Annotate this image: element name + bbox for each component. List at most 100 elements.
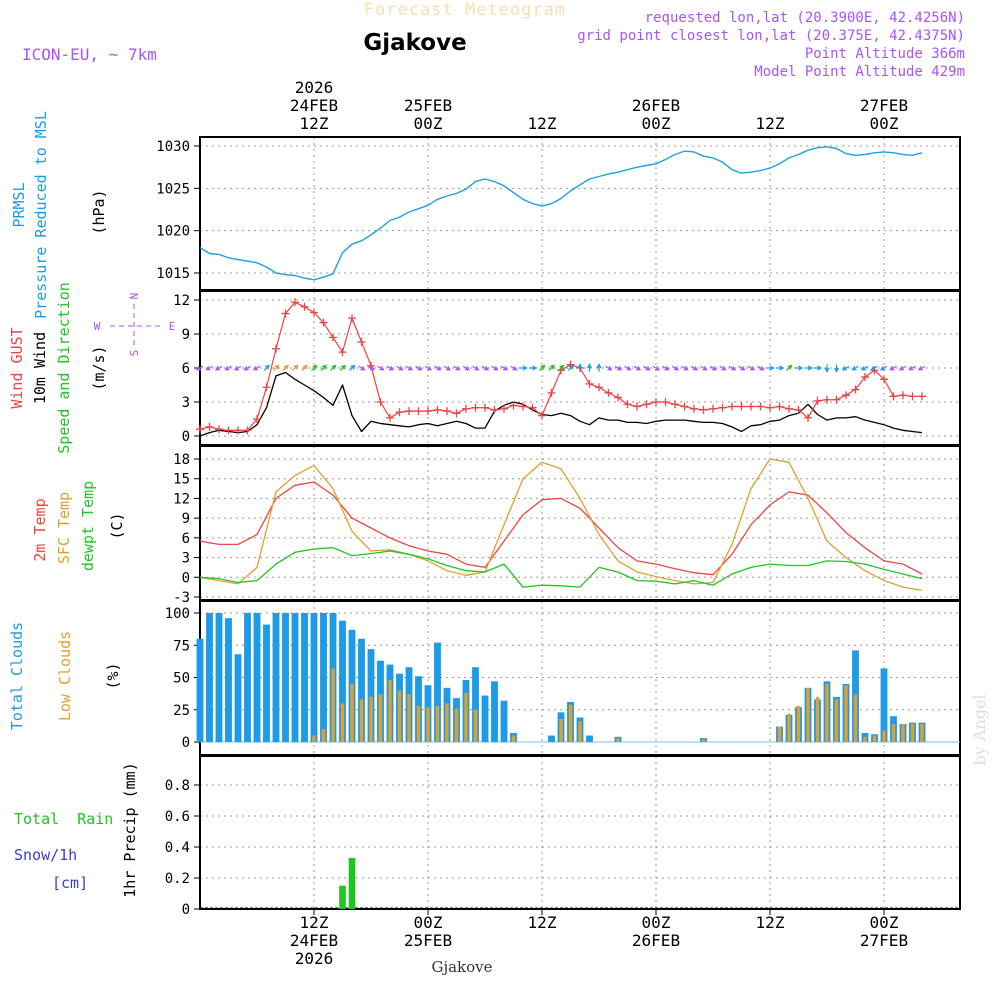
total-clouds-bar: [215, 613, 223, 742]
total-clouds-bar: [272, 613, 280, 742]
snow-legend-label: Snow/1h: [14, 846, 77, 864]
low-clouds-bar: [388, 680, 392, 742]
temp-sfc-label: SFC Temp: [55, 492, 73, 564]
low-clouds-bar: [872, 735, 877, 742]
wind-direction-arrow: [539, 364, 546, 371]
wind-gust-marker: [481, 403, 489, 412]
wind-direction-arrow: [824, 364, 830, 373]
clouds-ytick-label: 75: [173, 638, 190, 654]
wind-direction-arrow: [396, 365, 404, 371]
model-label: ICON-EU, ~ 7km: [22, 45, 157, 64]
precip-ytick-label: 0.4: [165, 840, 190, 856]
low-clouds-bar: [369, 696, 373, 742]
wind-gust-marker: [832, 395, 841, 404]
precip-ytick-label: 0.6: [165, 809, 190, 825]
wind-direction-arrow: [424, 365, 433, 371]
low-clouds-bar: [473, 709, 478, 742]
temperature-ytick-label: 9: [182, 511, 190, 527]
low-clouds-bar: [844, 685, 848, 742]
low-clouds-bar: [777, 726, 782, 742]
faded-title: Forecast Meteogram: [364, 0, 566, 20]
bottom-time-label: 00Z: [642, 913, 671, 932]
wind-direction-arrow: [233, 365, 242, 371]
wind-direction-arrow: [195, 365, 204, 371]
precip-ytick-label: 0: [182, 902, 190, 918]
wind-direction-arrow: [243, 365, 251, 371]
wind-direction-arrow: [462, 365, 471, 371]
wind-direction-arrow: [224, 365, 232, 371]
low-clouds-bar: [834, 699, 839, 742]
wind-gust-marker: [519, 402, 527, 411]
wind-gust-marker: [661, 398, 670, 406]
wind-direction-arrow: [301, 364, 308, 371]
low-clouds-bar: [578, 721, 582, 742]
wind-gust-marker: [319, 318, 328, 327]
wind-gust-marker: [785, 404, 793, 413]
wind-gust-marker: [813, 396, 822, 405]
wind-unit: (m/s): [90, 345, 108, 390]
low-clouds-bar: [407, 694, 411, 742]
wind-ytick-label: 9: [182, 327, 190, 343]
wind-direction-arrow: [605, 365, 613, 371]
wind-gust-marker: [281, 309, 290, 318]
wind-gust-marker: [243, 426, 252, 435]
wind-gust-marker: [633, 402, 641, 411]
wind-direction-arrow: [596, 363, 602, 372]
wind-direction-arrow: [662, 365, 670, 371]
top-time-label: 2026: [295, 78, 334, 97]
wind-gust-marker: [205, 422, 214, 431]
low-clouds-bar: [435, 705, 440, 742]
low-clouds-bar: [464, 692, 468, 742]
wind-direction-arrow: [633, 365, 642, 371]
pressure-frame: [199, 136, 961, 291]
wind-direction-arrow: [405, 365, 414, 371]
wind-gust-marker: [310, 308, 318, 317]
wind-direction-arrow: [367, 365, 376, 371]
wind-direction-arrow: [834, 364, 839, 373]
wind-gust-marker: [414, 407, 423, 416]
total-clouds-bar: [206, 613, 213, 742]
wind-gust-marker: [690, 404, 698, 413]
wind-gust-marker: [348, 314, 356, 323]
wind-gust-marker: [329, 333, 337, 342]
wind-gust-marker: [623, 400, 632, 409]
total-clouds-bar: [263, 624, 270, 742]
low-clouds-bar: [359, 699, 364, 742]
wind-gust-marker: [614, 393, 622, 402]
wind-gust-marker: [794, 405, 803, 414]
wind-direction-arrow: [879, 365, 888, 371]
pressure-label-2: Pressure Reduced to MSL: [32, 111, 50, 319]
low-clouds-bar: [825, 683, 829, 742]
wind-ytick-label: 12: [173, 293, 190, 309]
wind-gust-marker: [395, 408, 404, 417]
top-time-label: 00Z: [870, 114, 899, 133]
low-clouds-bar: [340, 703, 345, 742]
total-clouds-bar: [880, 668, 888, 742]
temperature-ytick-label: 0: [182, 570, 190, 586]
pressure-label-1: PRMSL: [10, 182, 28, 227]
wind-direction-arrow: [500, 365, 509, 371]
total-clouds-bar: [358, 638, 365, 742]
temp-2m-label: 2m Temp: [31, 498, 49, 561]
low-clouds-bar: [511, 735, 516, 742]
precip-ytick-label: 0.2: [165, 871, 190, 887]
wind-gust-marker: [889, 392, 898, 401]
wind-direction-arrow: [252, 365, 261, 371]
wind-gust-marker: [272, 344, 280, 353]
total-clouds-bar: [586, 735, 593, 742]
wind-direction-arrow: [908, 365, 916, 371]
wind-gust-marker: [595, 383, 603, 392]
wind-direction-arrow: [643, 365, 651, 371]
temperature-ytick-label: 18: [173, 452, 190, 468]
wind-direction-arrow: [311, 364, 318, 371]
total-clouds-bar: [339, 620, 346, 742]
wind-gust-marker: [652, 398, 660, 406]
wind-gust-marker: [851, 385, 860, 394]
wind-gust-marker: [604, 388, 613, 397]
low-clouds-bar: [806, 687, 810, 742]
top-time-label: 27FEB: [860, 96, 908, 115]
total-clouds-bar: [291, 613, 299, 742]
wind-gust-marker: [699, 405, 708, 414]
top-time-label: 00Z: [642, 114, 671, 133]
total-clouds-bar: [472, 667, 479, 742]
